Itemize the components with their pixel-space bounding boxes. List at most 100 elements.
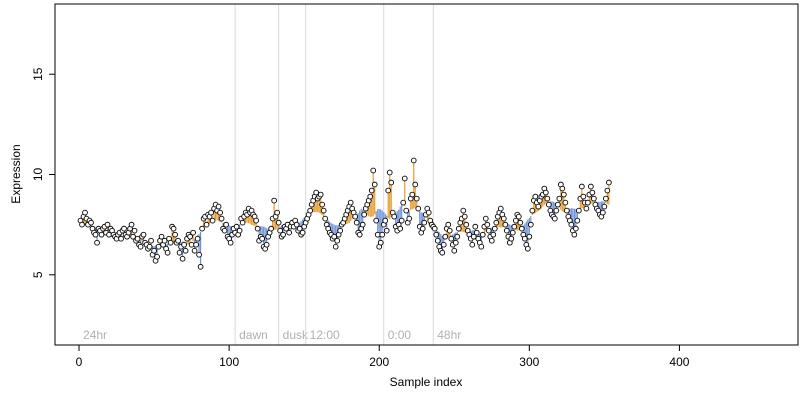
data-point [191,247,198,254]
data-point [470,233,477,240]
data-point [515,213,522,220]
region-label: 24hr [83,328,107,342]
data-point [274,209,280,216]
data-point [415,205,422,212]
data-point [172,231,178,238]
data-point [233,223,240,230]
data-points [77,157,612,270]
data-point [398,217,405,224]
data-point [317,191,324,198]
data-point [560,191,567,198]
data-point [606,179,612,186]
data-point [497,205,504,212]
data-point [576,207,582,214]
data-point [196,251,202,258]
data-point [425,209,432,216]
data-point [568,221,575,228]
y-tick-label: 10 [31,168,45,182]
data-point [203,221,210,228]
data-point [182,247,189,254]
data-point [331,233,338,240]
data-point [604,187,611,194]
data-point [98,231,105,238]
region-label: 0:00 [388,328,412,342]
data-point [521,235,528,242]
data-point [388,179,395,186]
data-point [397,225,404,232]
data-point [419,225,426,232]
data-point [563,207,570,214]
data-point [155,243,162,250]
data-point [553,207,560,214]
region-label: dusk [283,328,309,342]
data-point [361,211,368,218]
data-point [239,219,246,226]
data-point [484,221,491,228]
x-tick-label: 300 [519,355,539,369]
data-point [121,225,127,232]
data-point [391,213,398,220]
data-point [383,227,390,234]
data-point [221,227,228,234]
data-point [502,221,509,228]
data-point [574,217,581,224]
data-point [460,207,467,214]
x-tick-label: 400 [669,355,689,369]
data-point [591,195,597,202]
data-point [227,239,234,246]
data-point [382,217,389,224]
data-point [118,235,124,242]
data-point [337,227,344,234]
data-point [556,195,563,202]
data-point [88,219,94,226]
data-point [455,225,462,232]
data-point [277,227,284,234]
data-point [478,243,485,250]
data-point [439,249,446,256]
data-point [137,243,144,250]
x-tick-label: 200 [369,355,389,369]
data-point [79,221,85,228]
data-point [508,235,515,242]
data-point [461,213,468,220]
data-point [527,221,534,228]
data-point [442,233,449,240]
data-point [128,221,135,228]
data-point [601,203,608,210]
data-point [280,231,287,238]
data-point [535,203,542,210]
x-tick-label: 100 [219,355,239,369]
data-point [406,215,413,222]
data-point [271,197,277,204]
data-point [379,231,386,238]
data-point [433,231,440,238]
y-axis: 5 10 15 [31,67,55,278]
data-point [493,219,500,226]
data-point [479,231,486,238]
data-point [259,235,265,242]
data-point [573,225,579,232]
data-point [482,215,489,222]
data-point [517,219,524,226]
data-point [176,249,183,256]
data-point [526,233,533,240]
data-point [490,231,497,238]
data-point [554,201,561,208]
data-point [193,241,199,248]
data-point [401,175,408,182]
y-axis-label: Expression [9,144,23,203]
data-point [320,207,327,214]
data-point [469,241,476,248]
data-point [410,157,417,164]
data-point [146,243,153,250]
y-tick-label: 15 [31,67,45,81]
data-point [445,221,452,228]
x-axis: 0 100 200 300 400 [76,345,690,369]
data-point [448,235,455,242]
data-point [158,233,165,240]
data-point [413,195,420,202]
data-point [313,189,320,196]
data-point [263,241,270,248]
